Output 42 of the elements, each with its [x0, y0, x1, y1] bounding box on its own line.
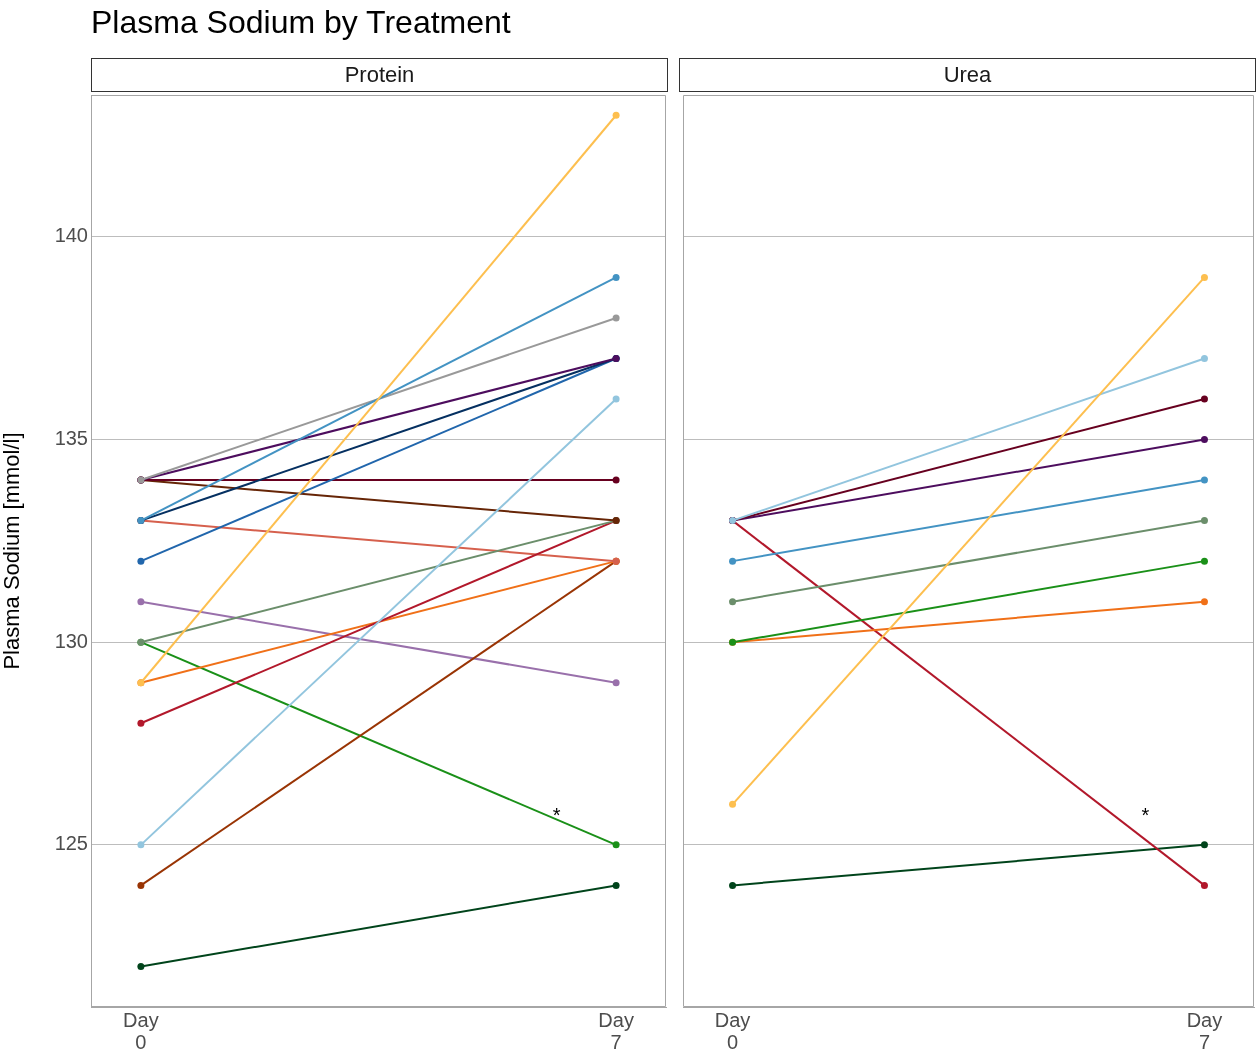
y-tick-label: 125	[54, 832, 88, 855]
point	[729, 881, 737, 889]
y-axis-title: Plasma Sodium [mmol/l]	[0, 432, 25, 670]
point	[1200, 598, 1208, 606]
chart-subtitle: Urea	[679, 58, 1256, 92]
point	[137, 557, 145, 565]
point	[612, 314, 620, 322]
chart-subtitle: Protein	[91, 58, 668, 92]
point	[1200, 273, 1208, 281]
annotation: *	[552, 804, 561, 827]
point	[137, 841, 145, 849]
point	[137, 962, 145, 970]
point	[612, 395, 620, 403]
x-tick-label: Day 0	[123, 1008, 159, 1053]
y-tick-label: 130	[54, 629, 88, 652]
point	[137, 598, 145, 606]
point	[729, 800, 737, 808]
point	[1200, 436, 1208, 444]
x-tick-label: Day 7	[598, 1008, 634, 1053]
point	[612, 679, 620, 687]
point	[612, 476, 620, 484]
chart-title: Plasma Sodium by Treatment	[91, 4, 511, 41]
point	[1200, 476, 1208, 484]
y-tick-label: 135	[54, 427, 88, 450]
annotation: *	[1141, 804, 1150, 827]
point	[1200, 841, 1208, 849]
point	[729, 598, 737, 606]
point	[612, 273, 620, 281]
point	[1200, 395, 1208, 403]
point	[612, 881, 620, 889]
point	[1200, 517, 1208, 525]
point	[612, 111, 620, 119]
point	[1200, 881, 1208, 889]
point	[137, 881, 145, 889]
x-tick-label: Day 0	[714, 1008, 751, 1053]
point	[1200, 354, 1208, 362]
point	[1200, 557, 1208, 565]
x-tick-label: Day 7	[1186, 1008, 1223, 1053]
point	[137, 719, 145, 727]
y-tick-label: 140	[54, 224, 88, 247]
point	[612, 841, 620, 849]
point	[729, 557, 737, 565]
